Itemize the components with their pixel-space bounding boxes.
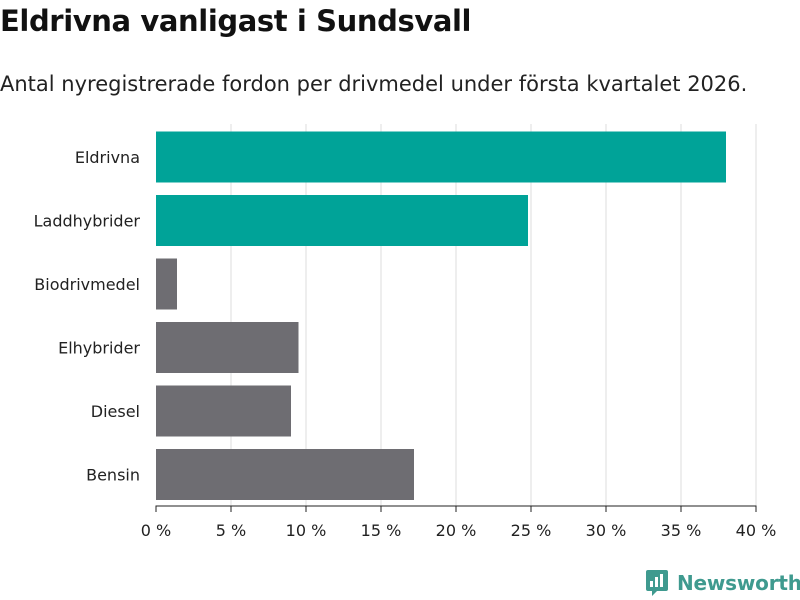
bar-chart: Eldrivna Laddhybrider Biodrivmedel Elhybrid… <box>34 124 777 540</box>
category-label: Elhybrider <box>58 339 140 358</box>
brand-logo: Newsworthy <box>645 569 800 597</box>
x-tick-label: 35 % <box>661 521 702 540</box>
x-tick-label: 10 % <box>286 521 327 540</box>
x-tick-label: 15 % <box>361 521 402 540</box>
category-label: Biodrivmedel <box>34 275 140 294</box>
bar <box>156 195 528 246</box>
bar <box>156 258 177 310</box>
category-label: Laddhybrider <box>34 212 141 231</box>
x-tick-label: 5 % <box>216 521 246 540</box>
newsworthy-logo-icon <box>646 570 668 596</box>
bar <box>156 322 299 373</box>
chart-subtitle: Antal nyregistrerade fordon per drivmede… <box>0 72 748 96</box>
category-label: Eldrivna <box>75 148 140 167</box>
x-tick-label: 40 % <box>736 521 777 540</box>
chart-title: Eldrivna vanligast i Sundsvall <box>0 4 472 38</box>
x-tick-label: 25 % <box>511 521 552 540</box>
category-label: Bensin <box>86 466 140 485</box>
x-tick-label: 30 % <box>586 521 627 540</box>
bar <box>156 131 726 183</box>
bar <box>156 449 414 500</box>
x-tick-label: 20 % <box>436 521 477 540</box>
x-tick-label: 0 % <box>141 521 171 540</box>
category-label: Diesel <box>91 402 140 421</box>
bar <box>156 385 291 437</box>
brand-name: Newsworthy <box>677 571 800 595</box>
